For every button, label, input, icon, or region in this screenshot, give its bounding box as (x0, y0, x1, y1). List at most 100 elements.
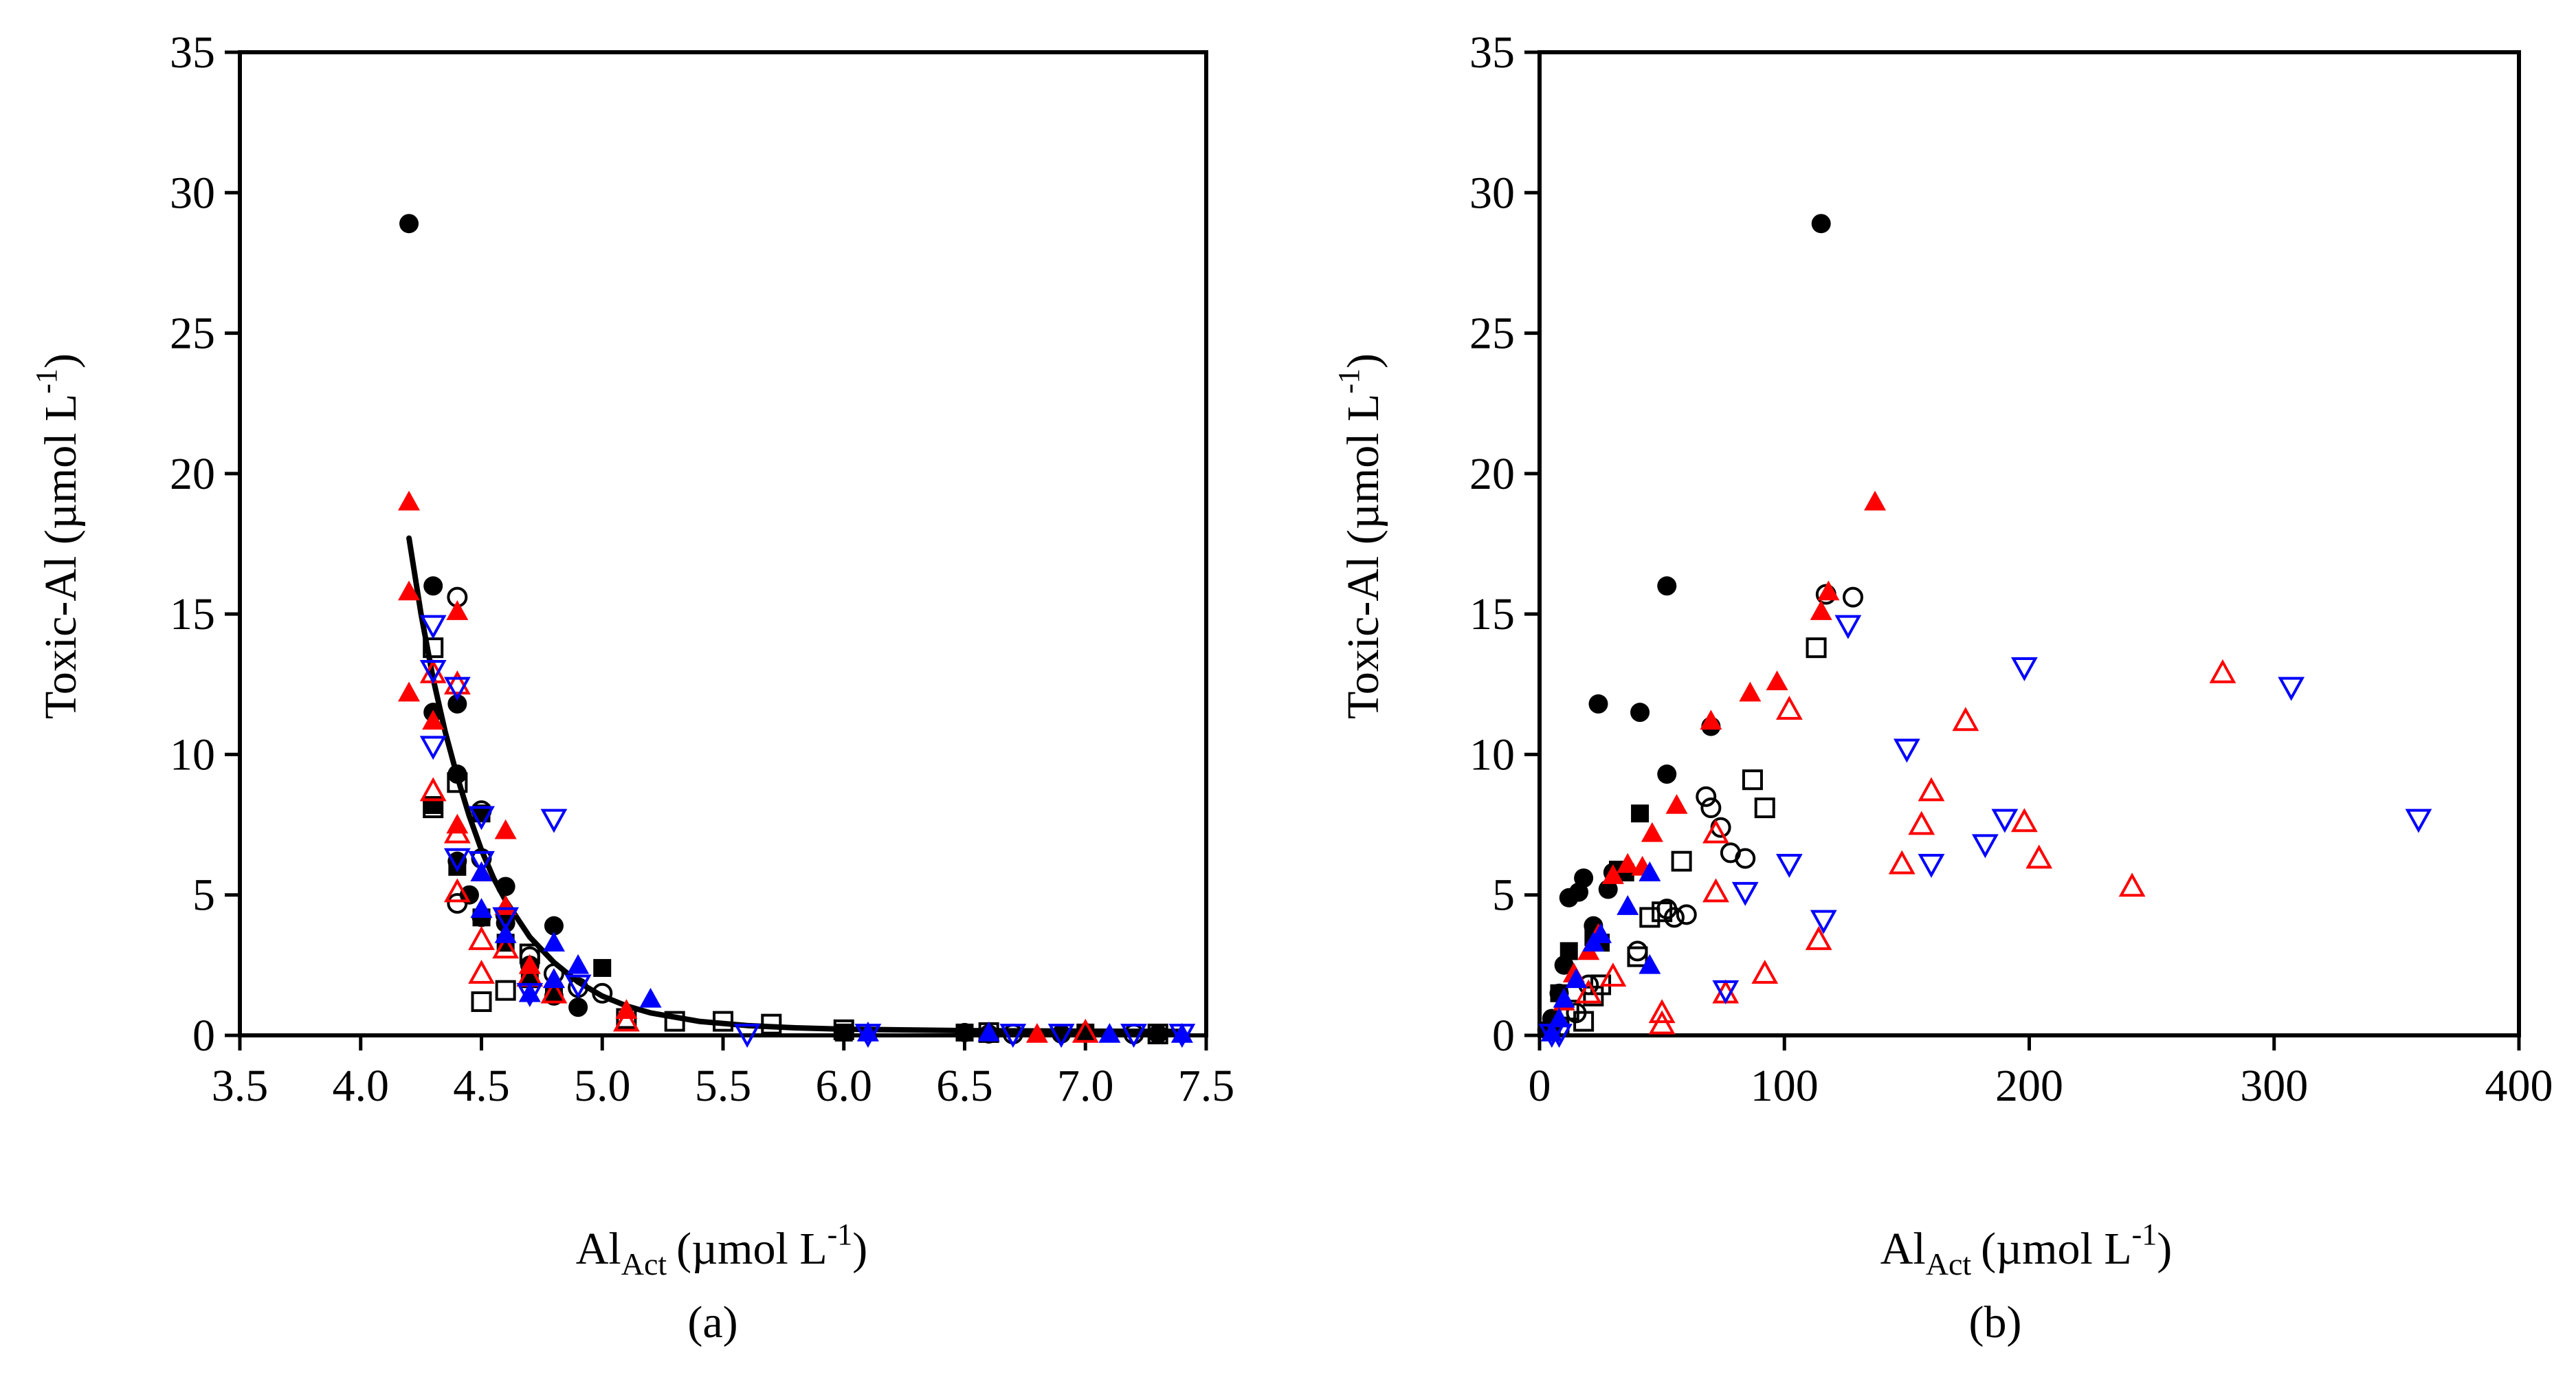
panel-a-point (544, 916, 564, 936)
panel-a-y-axis-title: Toxic-Al (µmol L-1) (30, 353, 86, 719)
panel-b-point (2025, 844, 2053, 869)
panel-a-point (447, 772, 468, 793)
panel-a-point (419, 777, 447, 802)
panel-a-point (833, 1019, 854, 1040)
panel-b-point (2118, 872, 2146, 897)
panel-a-y-axis-title-main: Toxic-Al (µmol L (36, 394, 86, 719)
panel-b-x-tick-label: 400 (2485, 1061, 2553, 1111)
panel-a-x-axis-title-unit-sup: -1 (828, 1218, 853, 1251)
panel-b-y-tick-label: 30 (1469, 168, 1515, 218)
panel-a-x-tick-label: 6.0 (816, 1061, 873, 1111)
panel-b-y-axis-title-end: ) (1338, 353, 1388, 368)
panel-b-point (1766, 670, 1788, 690)
panel-b-point (1548, 1007, 1570, 1028)
panel-a-point (443, 670, 471, 695)
panel-b-point (1617, 895, 1639, 915)
panel-a-point (447, 892, 468, 914)
panel-b-point (1775, 853, 1803, 878)
panel-a-series-2 (424, 795, 1095, 1042)
panel-b-point (1731, 881, 1759, 906)
panel-a-point (564, 974, 592, 999)
panel-a-point (977, 1021, 1000, 1042)
panel-b-plot-frame (1537, 50, 2521, 1037)
panel-b-point (1700, 710, 1722, 730)
panel-a-x-axis-title-main: Al (576, 1224, 621, 1274)
panel-b-point (1639, 954, 1661, 974)
panel-a-point (1148, 1024, 1168, 1044)
panel-b-point (1583, 985, 1604, 1006)
panel-a-point (398, 580, 421, 601)
panel-b-label: (b) (1969, 1297, 2022, 1348)
panel-b-point (1775, 695, 1803, 720)
panel-b-y-tick-label: 20 (1469, 449, 1515, 499)
panel-a-y-tick-label: 15 (170, 589, 215, 639)
panel-b-x-axis-title-unit-sup: -1 (2132, 1218, 2157, 1251)
panel-b-point (1893, 738, 1920, 763)
panel-a-point (398, 681, 421, 702)
panel-a-point (496, 877, 515, 896)
panel-b-point (1700, 798, 1722, 819)
panel-a-point (761, 1013, 782, 1035)
panel-a-point (468, 959, 495, 984)
panel-b-point (1702, 819, 1729, 844)
panel-a-point (468, 925, 495, 950)
panel-a-point (495, 980, 516, 1001)
panel-a-point (593, 958, 612, 977)
panel-a-point (447, 694, 467, 714)
panel-a-point (1047, 1024, 1075, 1048)
panel-a-point (713, 1011, 733, 1032)
panel-b-point (1627, 946, 1648, 967)
panel-b-y-tick-label: 15 (1469, 589, 1515, 639)
panel-a-point (955, 1023, 974, 1042)
panel-b-y-tick-label: 5 (1492, 870, 1515, 921)
panel-a-y-tick-label: 35 (170, 28, 215, 78)
panel-a-point (423, 576, 443, 596)
panel-b-point (1559, 942, 1578, 960)
panel-b-y-axis-title: Toxic-Al (µmol L-1) (1332, 353, 1388, 719)
panel-b-point (2209, 659, 2236, 683)
panel-a-x-axis-title-sub: Act (621, 1246, 667, 1282)
panel-b-point (1834, 615, 1862, 639)
panel-b-y-tick-label: 25 (1469, 309, 1515, 359)
panel-a-point (446, 600, 469, 620)
panel-a-point (1120, 1024, 1147, 1048)
panel-a-point (468, 850, 495, 875)
panel-a-point (468, 806, 495, 830)
panel-b-point (1918, 853, 1945, 878)
panel-b-y-axis-title-main: Toxic-Al (µmol L (1338, 394, 1388, 719)
panel-a-y-tick-label: 0 (192, 1011, 215, 1061)
panel-a-point (492, 934, 520, 959)
panel-b-point (1617, 852, 1639, 873)
panel-a-series-4 (398, 490, 1048, 1043)
panel-b-point (1657, 764, 1677, 784)
panel-b-point (1843, 586, 1863, 608)
panel-a-point (398, 490, 421, 511)
panel-a-point (733, 1024, 761, 1048)
panel-a-point (419, 736, 447, 760)
panel-b-point (1810, 910, 1837, 934)
panel-a-point (1147, 1023, 1168, 1044)
panel-b-point (1712, 980, 1740, 1004)
panel-a-point (540, 979, 568, 1004)
panel-b-point (1648, 1010, 1676, 1035)
panel-a-point (443, 819, 471, 844)
panel-b-point (1627, 940, 1648, 962)
panel-b-point (1918, 777, 1945, 802)
panel-a-point (542, 932, 565, 952)
panel-b-series-7 (1538, 615, 2432, 1048)
panel-b-point (1991, 808, 2019, 833)
panel-a-point (854, 1024, 882, 1048)
panel-b-series-5 (1575, 659, 2236, 1035)
panel-b-point (1742, 769, 1763, 791)
panel-a-label: (a) (687, 1297, 737, 1348)
panel-b-series-4 (1553, 490, 1887, 1011)
panel-b-point (1952, 707, 1979, 732)
panel-b-point (1665, 793, 1688, 814)
panel-a-y-tick-label: 25 (170, 309, 215, 359)
panel-b-x-axis-title-sub: Act (1926, 1246, 1972, 1282)
panel-b-point (1676, 904, 1697, 925)
panel-b-x-tick-label: 100 (1751, 1061, 1819, 1111)
panel-b-point (1806, 637, 1827, 659)
panel-b-point (1598, 879, 1618, 899)
panel-a-point (1072, 1018, 1099, 1043)
